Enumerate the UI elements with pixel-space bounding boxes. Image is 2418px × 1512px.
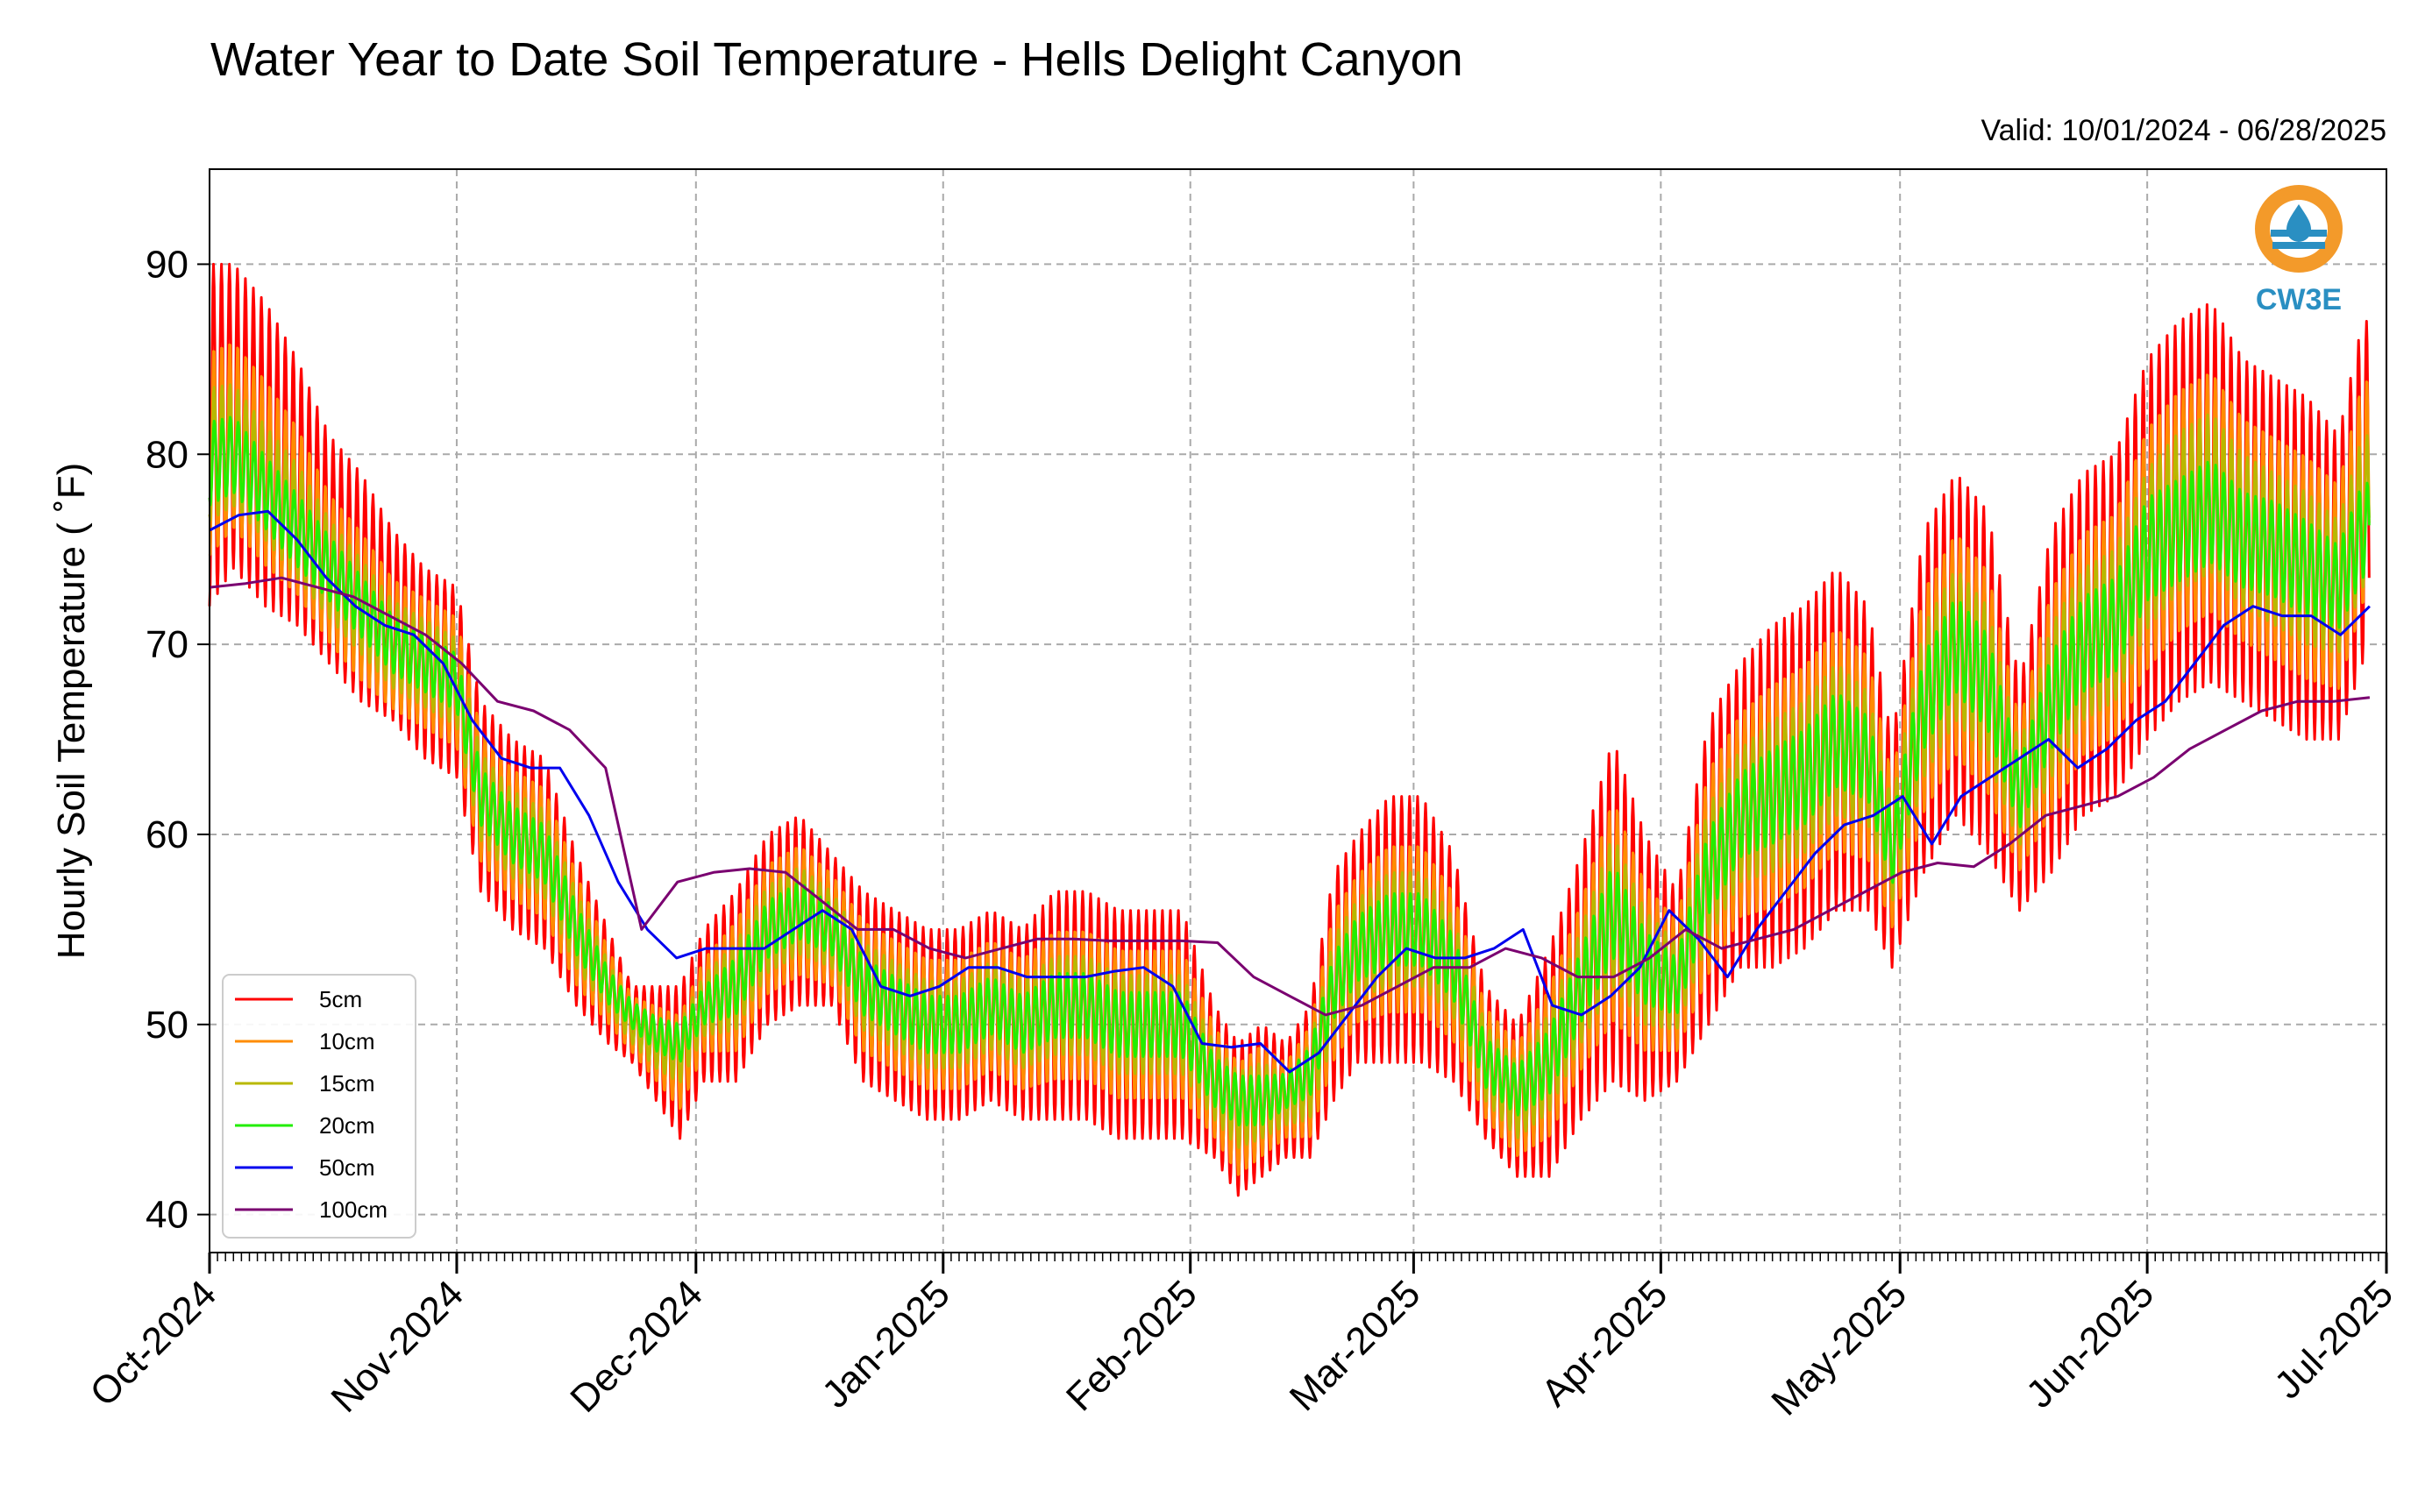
x-tick-label: Feb-2025 <box>1058 1272 1205 1419</box>
chart-title: Water Year to Date Soil Temperature - He… <box>210 33 1463 86</box>
y-tick-label: 60 <box>146 813 188 856</box>
cw3e-logo-text: CW3E <box>2256 283 2342 316</box>
legend-label-50cm: 50cm <box>319 1154 375 1181</box>
x-tick-label: Oct-2024 <box>82 1272 224 1415</box>
cw3e-logo-wave <box>2272 242 2325 249</box>
water-drop-icon <box>2286 204 2311 242</box>
x-tick-label: Apr-2025 <box>1533 1272 1676 1415</box>
x-tick-label: Jun-2025 <box>2018 1272 2162 1416</box>
y-axis-label: Hourly Soil Temperature ( ˚F) <box>50 463 93 959</box>
y-tick-label: 70 <box>146 623 188 666</box>
legend-label-10cm: 10cm <box>319 1028 375 1054</box>
legend-label-15cm: 15cm <box>319 1070 375 1097</box>
x-tick-label: Jan-2025 <box>814 1272 957 1416</box>
x-tick-label: Mar-2025 <box>1282 1272 1429 1419</box>
plot-series <box>208 262 2371 1197</box>
legend-label-20cm: 20cm <box>319 1112 375 1139</box>
chart-subtitle: Valid: 10/01/2024 - 06/28/2025 <box>1981 114 2386 147</box>
y-tick-label: 40 <box>146 1194 188 1237</box>
y-tick-label: 50 <box>146 1004 188 1047</box>
x-axis: Oct-2024 Nov-2024 Dec-2024 Jan-2025 Feb-2025… <box>82 1253 2401 1423</box>
series-line-50cm <box>209 509 2371 1074</box>
x-tick-label: Jul-2025 <box>2266 1272 2401 1407</box>
x-tick-label: May-2025 <box>1763 1272 1915 1423</box>
series-line-20cm <box>208 415 2371 1127</box>
y-axis: 40 50 60 70 80 90 <box>146 243 210 1237</box>
legend: 5cm 10cm 15cm 20cm 50cm 100cm <box>222 974 416 1239</box>
legend-label-100cm: 100cm <box>319 1196 388 1223</box>
series-line-100cm <box>209 576 2371 1017</box>
plot-frame <box>209 168 2387 1253</box>
cw3e-logo: CW3E <box>2255 185 2343 316</box>
x-tick-label: Nov-2024 <box>323 1272 472 1421</box>
y-tick-label: 80 <box>146 433 188 476</box>
y-tick-label: 90 <box>146 243 188 286</box>
legend-label-5cm: 5cm <box>319 986 362 1012</box>
x-tick-label: Dec-2024 <box>562 1272 711 1421</box>
